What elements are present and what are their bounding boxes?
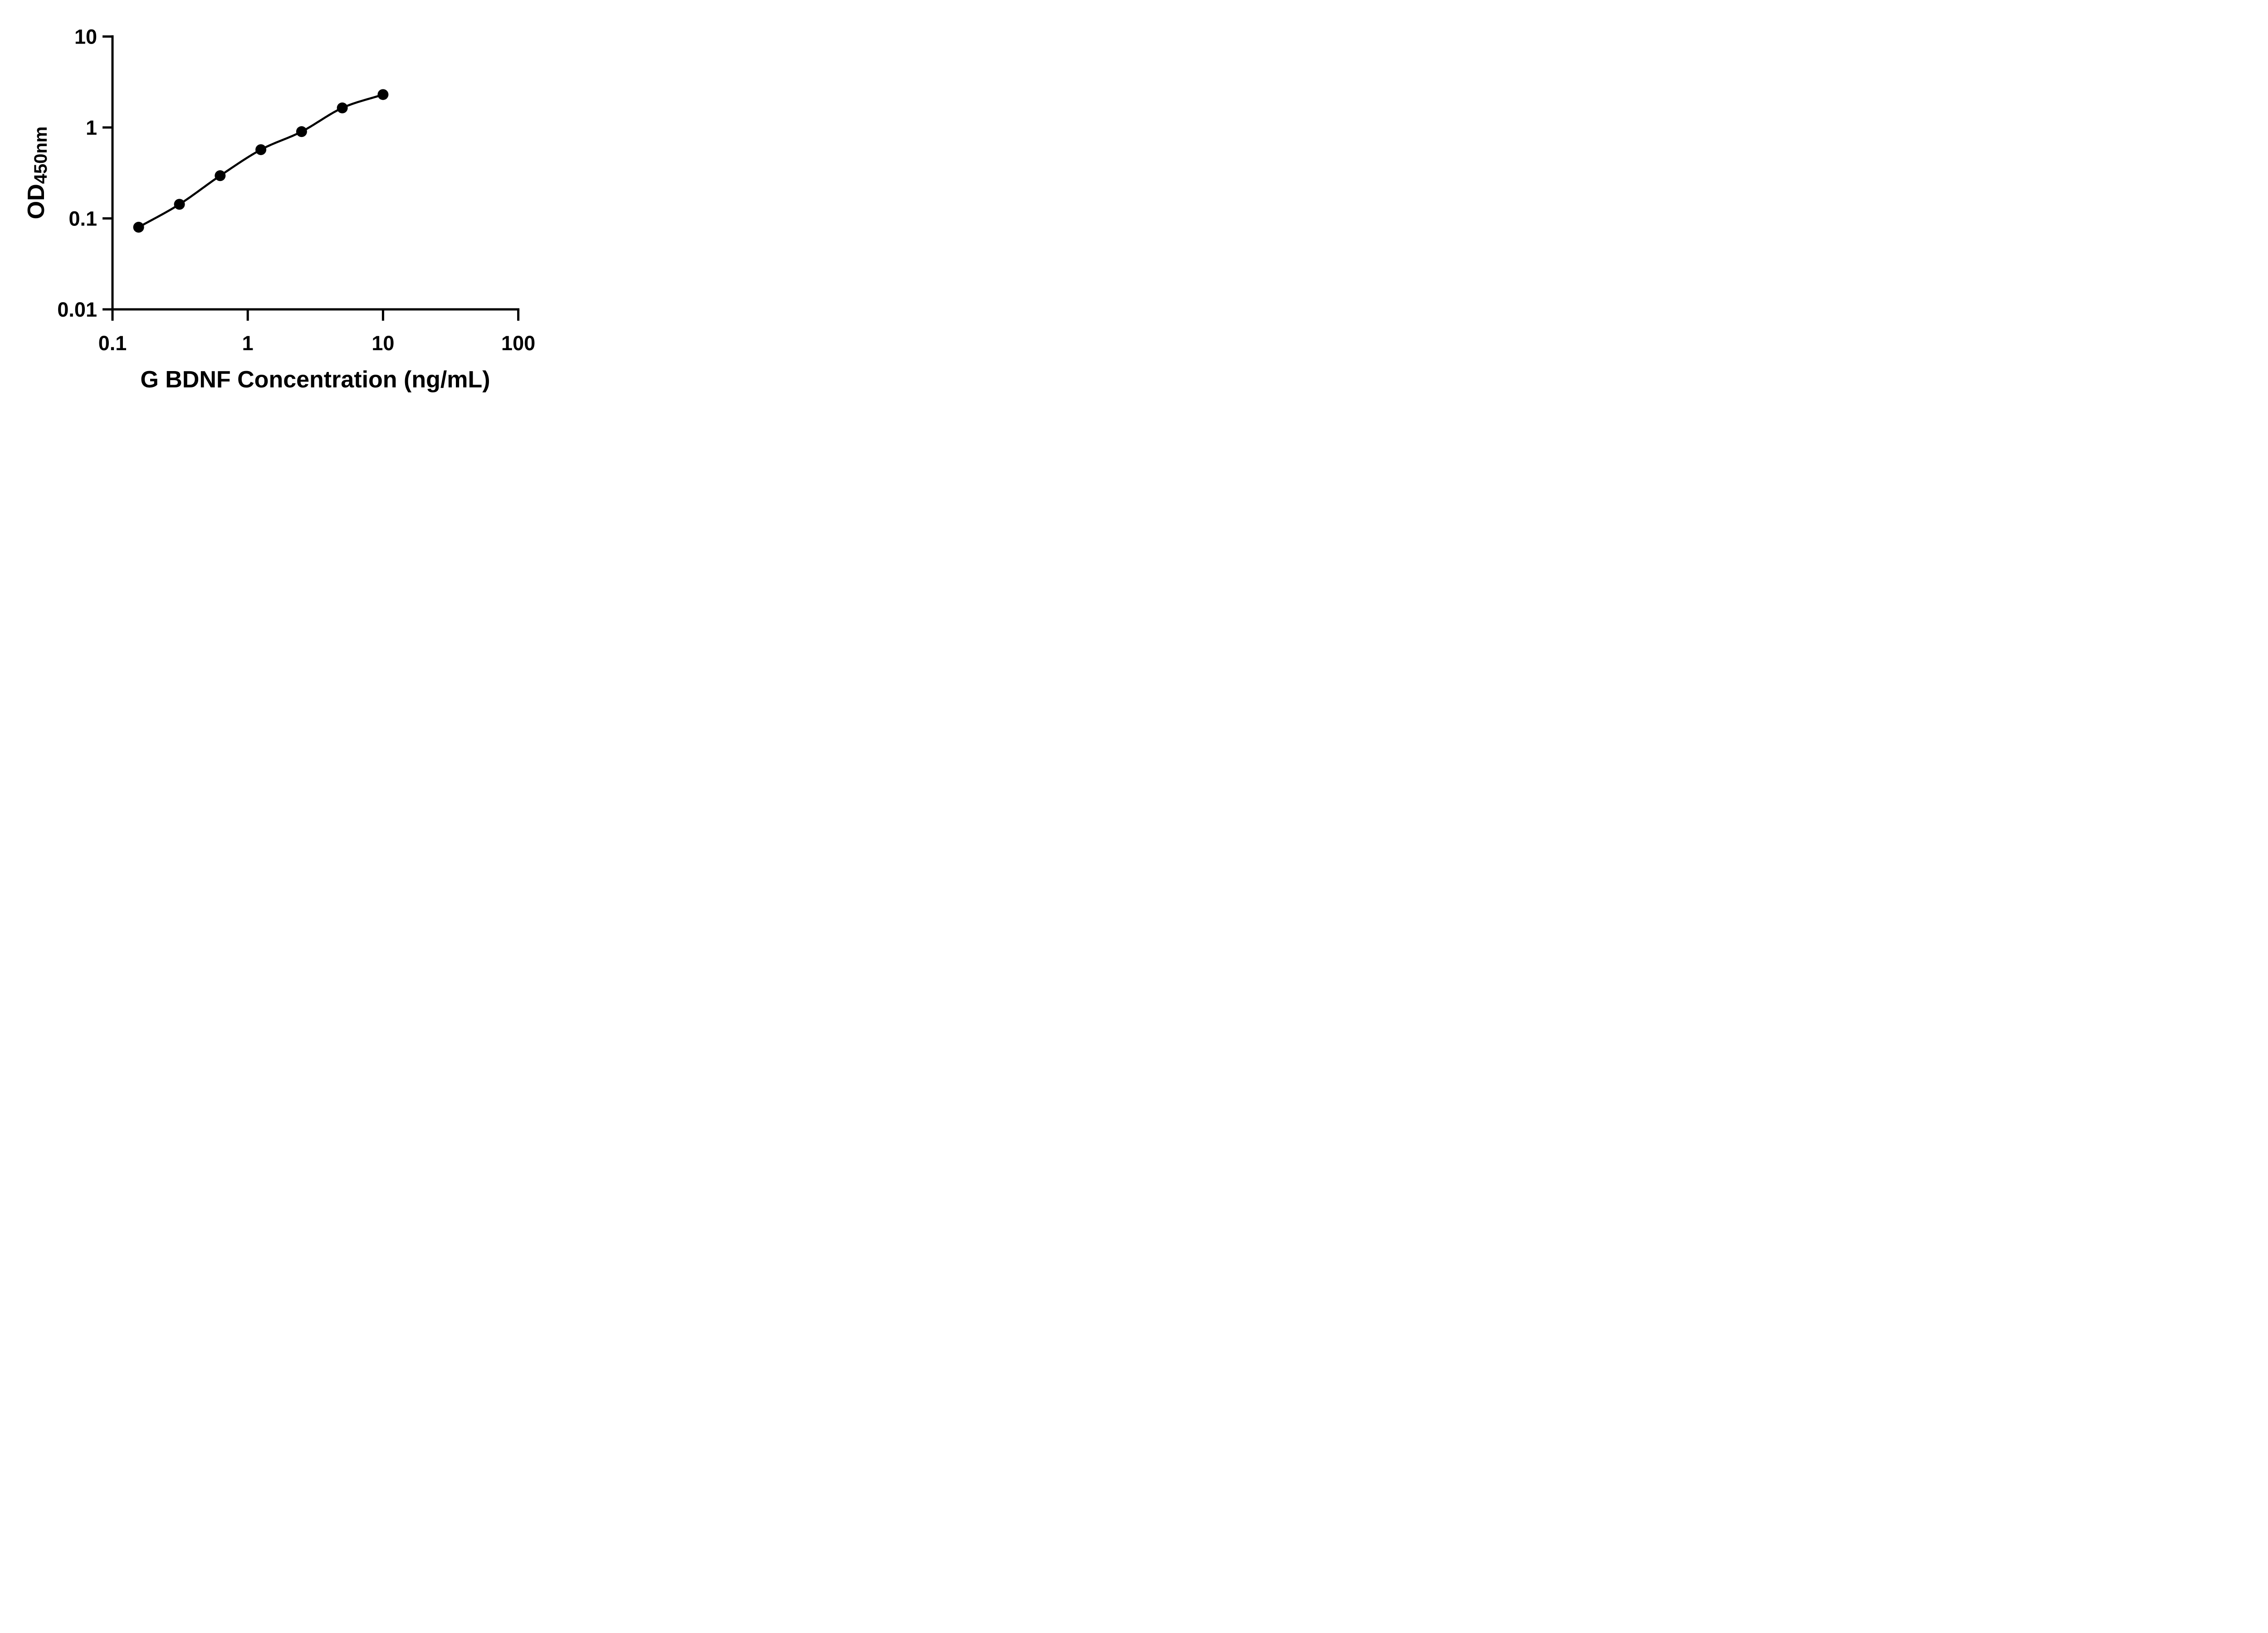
data-point	[215, 170, 226, 181]
y-axis-title: OD450nm	[23, 127, 51, 220]
data-point	[255, 144, 267, 155]
x-tick-label: 100	[501, 332, 535, 355]
x-tick-label: 10	[371, 332, 394, 355]
data-point	[337, 102, 348, 113]
x-tick-label: 0.1	[98, 332, 127, 355]
data-point	[377, 89, 389, 100]
data-points	[133, 89, 389, 233]
elisa-standard-curve-figure: 0.1 1 10 100 0.01 0.1 1 10 G BDNF Concentratio…	[0, 0, 581, 406]
y-tick-label: 0.01	[57, 298, 97, 321]
data-point	[296, 126, 307, 137]
x-axis-tick-labels: 0.1 1 10 100	[98, 332, 535, 355]
x-axis-ticks	[111, 309, 520, 321]
y-axis-tick-labels: 0.01 0.1 1 10	[57, 25, 97, 322]
data-point	[174, 199, 185, 210]
data-point	[133, 221, 144, 233]
y-axis-title-sub: 450nm	[31, 127, 51, 184]
x-axis-title: G BDNF Concentration (ng/mL)	[140, 367, 490, 393]
x-tick-label: 1	[242, 332, 254, 355]
y-tick-label: 10	[74, 25, 97, 49]
y-axis-title-main: OD	[23, 184, 49, 219]
axis-spines	[111, 35, 520, 311]
y-axis-ticks	[103, 35, 114, 311]
y-tick-label: 1	[86, 116, 97, 139]
y-tick-label: 0.1	[68, 207, 97, 230]
